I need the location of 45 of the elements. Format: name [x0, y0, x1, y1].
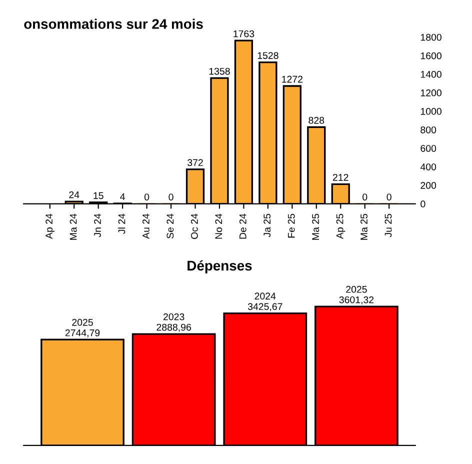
data-label: 2023 2888,96 — [156, 313, 191, 332]
data-label: 1763 — [234, 30, 254, 38]
data-label: 15 — [94, 192, 104, 200]
y-tick-label: 400 — [420, 163, 436, 170]
data-label: 212 — [332, 174, 348, 181]
data-label: 828 — [308, 116, 324, 124]
data-label: 2024 3425,67 — [248, 292, 282, 312]
x-tick-label: Ap 24 — [46, 214, 54, 239]
data-label: 2025 2744,79 — [65, 318, 100, 338]
chart-title: onsommations sur 24 mois — [24, 18, 203, 29]
y-tick-label: 1600 — [420, 52, 442, 60]
x-tick-label: Au 24 — [142, 214, 150, 239]
data-label: 0 — [386, 194, 392, 200]
x-tick-label: Ma 25 — [360, 214, 368, 240]
x-tick-label: Oc 24 — [190, 214, 198, 239]
data-label: 1272 — [282, 76, 302, 83]
x-tick-label: Se 24 — [166, 214, 174, 238]
y-tick-label: 200 — [420, 182, 436, 189]
x-tick-label: De 24 — [239, 214, 246, 239]
y-tick-label: 1800 — [420, 34, 442, 41]
y-tick-label: 1400 — [420, 70, 442, 78]
y-tick-label: 1200 — [420, 89, 442, 96]
x-tick-label: Jl 24 — [118, 214, 126, 234]
data-label: 4 — [120, 193, 125, 200]
x-tick-label: Ma 24 — [70, 214, 77, 240]
x-tick-label: Ju 25 — [384, 214, 392, 238]
data-label: 24 — [69, 191, 80, 198]
x-tick-label: Ma 25 — [312, 214, 319, 240]
x-tick-label: Ja 25 — [264, 214, 271, 238]
x-tick-label: Ap 25 — [336, 214, 346, 239]
x-tick-label: Fe 25 — [288, 214, 295, 238]
chart-title: Dépenses — [188, 260, 252, 274]
y-tick-label: 1000 — [420, 108, 442, 115]
y-tick-label: 600 — [420, 144, 436, 152]
data-label: 1528 — [258, 52, 278, 59]
x-tick-label: No 24 — [215, 214, 222, 239]
data-label: 0 — [168, 194, 174, 200]
data-label: 0 — [362, 194, 368, 200]
data-label: 2025 3601,32 — [339, 286, 374, 304]
x-tick-label: Jn 24 — [94, 214, 101, 238]
y-tick-label: 0 — [420, 200, 426, 208]
data-label: 1358 — [209, 68, 230, 75]
data-label: 372 — [188, 159, 203, 166]
data-label: 0 — [144, 194, 150, 200]
y-tick-label: 800 — [420, 126, 436, 134]
